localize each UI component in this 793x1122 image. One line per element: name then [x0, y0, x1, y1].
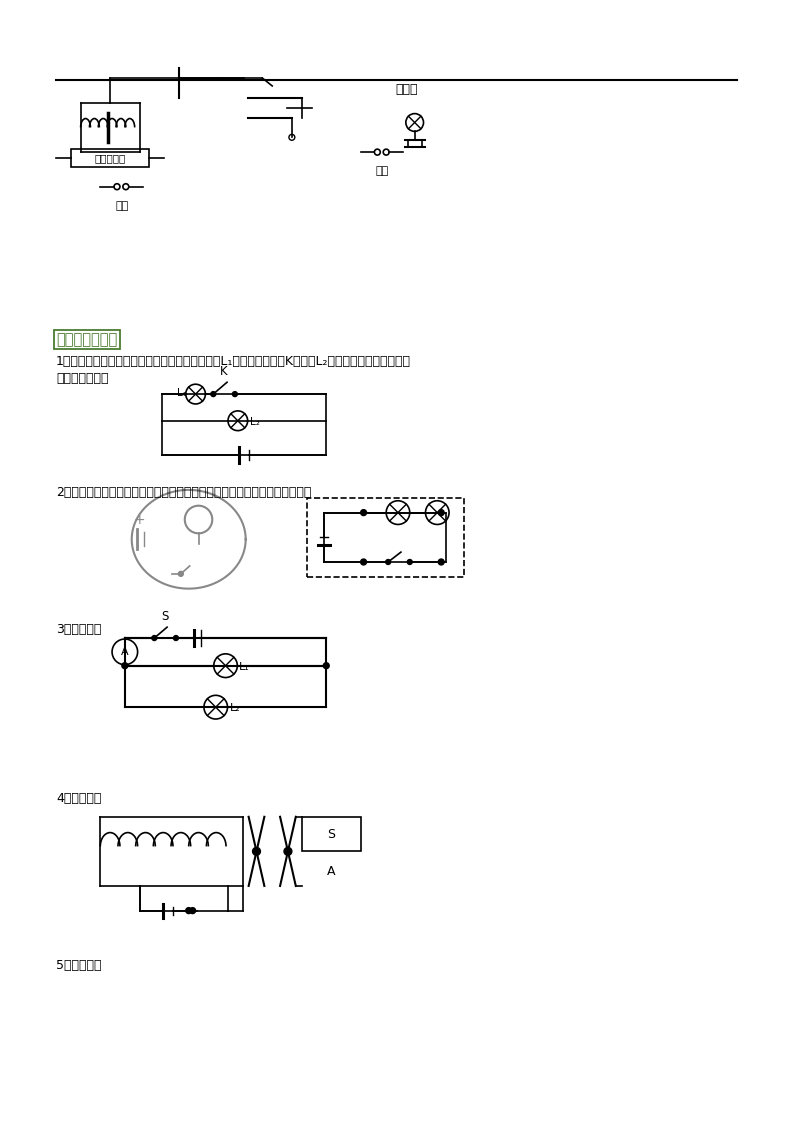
Text: 2、【答案与解析】电源、开关、灯泡组成并联电路，开关控制干路，如图：: 2、【答案与解析】电源、开关、灯泡组成并联电路，开关控制干路，如图：	[56, 486, 312, 499]
Circle shape	[152, 635, 157, 641]
Text: 极，如图所示：: 极，如图所示：	[56, 373, 109, 385]
Text: L₁: L₁	[177, 388, 187, 398]
Text: 1、【答案与解析】从正极开始分支，一支经灯泡L₁，另一支经开关K和灯泡L₂，两支电流汇合后回到负: 1、【答案与解析】从正极开始分支，一支经灯泡L₁，另一支经开关K和灯泡L₂，两支…	[56, 355, 411, 368]
Circle shape	[408, 560, 412, 564]
Text: L₂: L₂	[250, 416, 259, 426]
Text: 3、【答案】: 3、【答案】	[56, 623, 102, 636]
Circle shape	[122, 663, 128, 669]
Circle shape	[439, 509, 444, 516]
Text: 4、【答案】: 4、【答案】	[56, 792, 102, 806]
Bar	[301, 817, 361, 852]
Text: +: +	[134, 513, 145, 526]
Circle shape	[174, 635, 178, 641]
Circle shape	[178, 571, 183, 577]
Text: 【答案与解析】: 【答案与解析】	[56, 332, 117, 347]
Circle shape	[361, 509, 366, 516]
Text: A: A	[121, 647, 128, 656]
Circle shape	[324, 663, 329, 669]
Text: 信号灯: 信号灯	[395, 83, 418, 96]
Circle shape	[284, 847, 292, 855]
Circle shape	[439, 559, 444, 565]
Text: S: S	[328, 828, 335, 840]
Text: 电源: 电源	[376, 166, 389, 176]
Circle shape	[186, 908, 192, 913]
Circle shape	[211, 392, 216, 396]
Text: L₂: L₂	[229, 703, 240, 714]
Text: 5、【答案】: 5、【答案】	[56, 959, 102, 972]
Circle shape	[252, 847, 260, 855]
Text: K: K	[220, 366, 228, 378]
Circle shape	[385, 560, 391, 564]
Text: 电源: 电源	[115, 201, 128, 211]
Text: 压力传感器: 压力传感器	[94, 153, 126, 163]
Circle shape	[232, 392, 237, 396]
Text: L₁: L₁	[239, 662, 250, 672]
Bar	[71, 149, 149, 167]
Bar	[307, 498, 464, 577]
Circle shape	[190, 908, 196, 913]
Text: S: S	[162, 610, 169, 623]
Circle shape	[361, 559, 366, 565]
Text: A: A	[327, 865, 335, 879]
